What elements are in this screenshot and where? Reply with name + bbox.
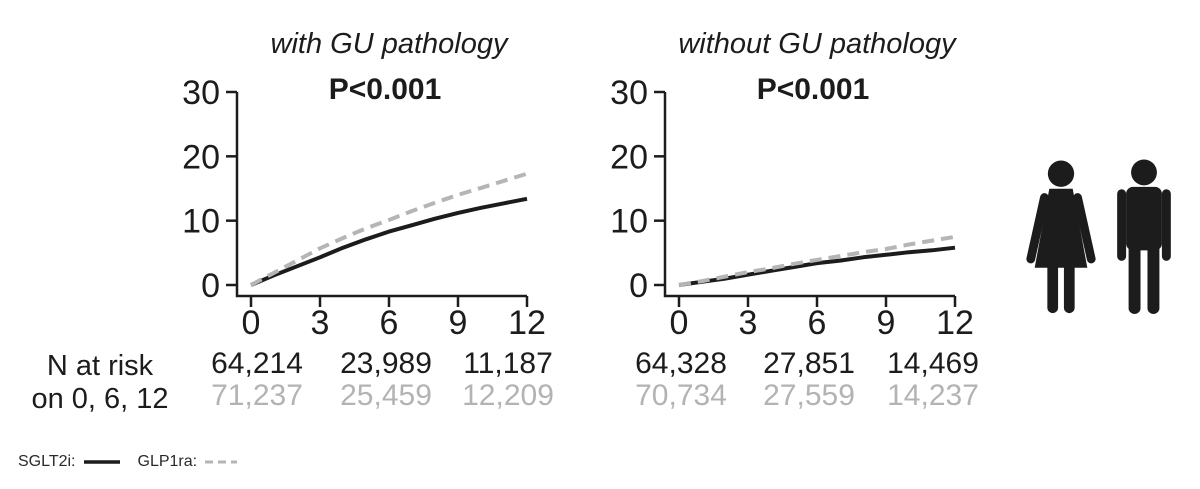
risk-count-glp1ra: 25,459 bbox=[340, 379, 432, 412]
risk-count-glp1ra: 12,209 bbox=[462, 379, 554, 412]
risk-count-sglt2i: 14,469 bbox=[887, 347, 979, 380]
legend-item-glp1ra: GLP1ra: bbox=[138, 453, 240, 471]
svg-text:3: 3 bbox=[311, 304, 330, 342]
female-icon bbox=[1026, 160, 1096, 314]
survival-plot-with-gu-pathology: 0 10 20 30 0 3 6 9 12 bbox=[182, 74, 546, 342]
risk-count-glp1ra: 71,237 bbox=[211, 379, 303, 412]
survival-plot-without-gu-pathology: 0 10 20 30 0 3 6 9 12 bbox=[610, 74, 974, 342]
svg-text:12: 12 bbox=[508, 304, 546, 342]
panel-title-with-gu-pathology: with GU pathology bbox=[270, 28, 508, 60]
p-value-with-gu-pathology: P<0.001 bbox=[328, 73, 442, 106]
risk-count-sglt2i: 64,214 bbox=[211, 347, 303, 380]
n-at-risk-label-line1: N at risk bbox=[46, 350, 154, 382]
p-value-without-gu-pathology: P<0.001 bbox=[756, 73, 870, 106]
svg-text:9: 9 bbox=[449, 304, 468, 342]
svg-text:20: 20 bbox=[182, 138, 220, 176]
legend-item-sglt2i: SGLT2i: bbox=[18, 453, 122, 471]
legend-label-glp1ra: GLP1ra: bbox=[137, 453, 198, 470]
risk-count-sglt2i: 27,851 bbox=[763, 347, 855, 380]
risk-count-sglt2i: 64,328 bbox=[635, 347, 727, 380]
legend-dashed-line-icon bbox=[205, 460, 238, 464]
panel-title-without-gu-pathology: without GU pathology bbox=[678, 28, 956, 60]
svg-text:6: 6 bbox=[808, 304, 827, 342]
risk-count-sglt2i: 11,187 bbox=[463, 347, 553, 380]
svg-text:0: 0 bbox=[242, 304, 261, 342]
svg-text:20: 20 bbox=[610, 138, 648, 176]
legend: SGLT2i: GLP1ra: bbox=[18, 453, 239, 471]
n-at-risk-label: N at risk on 0, 6, 12 bbox=[25, 350, 175, 416]
n-at-risk-label-line2: on 0, 6, 12 bbox=[31, 383, 169, 415]
svg-text:0: 0 bbox=[201, 267, 220, 305]
svg-text:6: 6 bbox=[380, 304, 399, 342]
svg-text:10: 10 bbox=[610, 203, 648, 241]
legend-solid-line-icon bbox=[83, 460, 120, 464]
legend-label-sglt2i: SGLT2i: bbox=[18, 453, 76, 470]
risk-count-sglt2i: 23,989 bbox=[340, 347, 432, 380]
svg-text:9: 9 bbox=[877, 304, 896, 342]
svg-text:10: 10 bbox=[182, 203, 220, 241]
svg-text:0: 0 bbox=[670, 304, 689, 342]
svg-text:12: 12 bbox=[936, 304, 974, 342]
svg-text:30: 30 bbox=[182, 74, 220, 112]
svg-text:3: 3 bbox=[739, 304, 758, 342]
risk-count-glp1ra: 27,559 bbox=[763, 379, 855, 412]
svg-text:30: 30 bbox=[610, 74, 648, 112]
risk-count-glp1ra: 70,734 bbox=[635, 379, 727, 412]
male-icon bbox=[1117, 159, 1171, 315]
svg-text:0: 0 bbox=[629, 267, 648, 305]
risk-count-glp1ra: 14,237 bbox=[887, 379, 979, 412]
